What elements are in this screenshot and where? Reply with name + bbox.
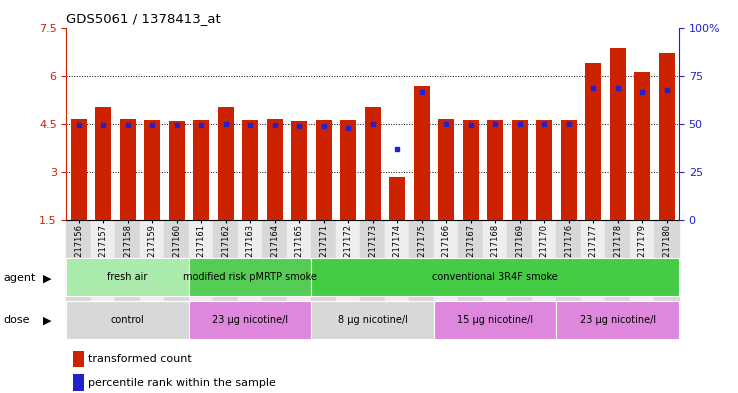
- Bar: [144, 120, 160, 220]
- Bar: [532, 220, 556, 320]
- Bar: [72, 374, 83, 391]
- Bar: [511, 120, 528, 220]
- Bar: [311, 258, 679, 296]
- Bar: [585, 63, 601, 220]
- Bar: [189, 258, 311, 296]
- Bar: [95, 107, 111, 220]
- Bar: [213, 220, 238, 320]
- Text: agent: agent: [4, 273, 36, 283]
- Bar: [360, 220, 385, 320]
- Bar: [266, 119, 283, 220]
- Bar: [287, 220, 311, 320]
- Bar: [581, 220, 605, 320]
- Text: dose: dose: [4, 315, 30, 325]
- Bar: [458, 220, 483, 320]
- Bar: [242, 120, 258, 220]
- Text: modified risk pMRTP smoke: modified risk pMRTP smoke: [183, 272, 317, 282]
- Text: conventional 3R4F smoke: conventional 3R4F smoke: [432, 272, 558, 282]
- Bar: [483, 220, 508, 320]
- Bar: [463, 120, 479, 220]
- Bar: [605, 220, 630, 320]
- Bar: [238, 220, 263, 320]
- Bar: [561, 120, 576, 220]
- Bar: [263, 220, 287, 320]
- Bar: [66, 258, 189, 296]
- Text: transformed count: transformed count: [88, 354, 192, 364]
- Text: 8 μg nicotine/l: 8 μg nicotine/l: [338, 315, 407, 325]
- Text: percentile rank within the sample: percentile rank within the sample: [88, 378, 276, 387]
- Text: fresh air: fresh air: [108, 272, 148, 282]
- Text: GDS5061 / 1378413_at: GDS5061 / 1378413_at: [66, 12, 221, 25]
- Bar: [385, 220, 410, 320]
- Bar: [414, 86, 430, 220]
- Bar: [434, 220, 458, 320]
- Bar: [336, 220, 360, 320]
- Bar: [508, 220, 532, 320]
- Bar: [189, 220, 213, 320]
- Bar: [487, 120, 503, 220]
- Bar: [66, 220, 91, 320]
- Bar: [189, 301, 311, 339]
- Bar: [115, 220, 140, 320]
- Bar: [634, 72, 650, 220]
- Bar: [434, 301, 556, 339]
- Bar: [438, 119, 454, 220]
- Text: 23 μg nicotine/l: 23 μg nicotine/l: [212, 315, 289, 325]
- Bar: [537, 120, 552, 220]
- Bar: [218, 107, 234, 220]
- Bar: [659, 53, 675, 220]
- Bar: [66, 301, 189, 339]
- Bar: [169, 121, 184, 220]
- Bar: [120, 119, 136, 220]
- Bar: [630, 220, 655, 320]
- Bar: [311, 301, 434, 339]
- Text: 15 μg nicotine/l: 15 μg nicotine/l: [457, 315, 534, 325]
- Text: ▶: ▶: [43, 315, 52, 325]
- Text: ▶: ▶: [43, 273, 52, 283]
- Bar: [556, 220, 581, 320]
- Bar: [316, 120, 331, 220]
- Bar: [91, 220, 115, 320]
- Bar: [655, 220, 679, 320]
- Bar: [556, 301, 679, 339]
- Bar: [71, 119, 86, 220]
- Bar: [389, 177, 405, 220]
- Text: 23 μg nicotine/l: 23 μg nicotine/l: [579, 315, 656, 325]
- Bar: [165, 220, 189, 320]
- Bar: [365, 107, 381, 220]
- Bar: [311, 220, 336, 320]
- Bar: [410, 220, 434, 320]
- Bar: [193, 120, 209, 220]
- Bar: [610, 48, 626, 220]
- Bar: [140, 220, 165, 320]
- Bar: [72, 351, 83, 367]
- Bar: [340, 120, 356, 220]
- Bar: [292, 121, 307, 220]
- Text: control: control: [111, 315, 145, 325]
